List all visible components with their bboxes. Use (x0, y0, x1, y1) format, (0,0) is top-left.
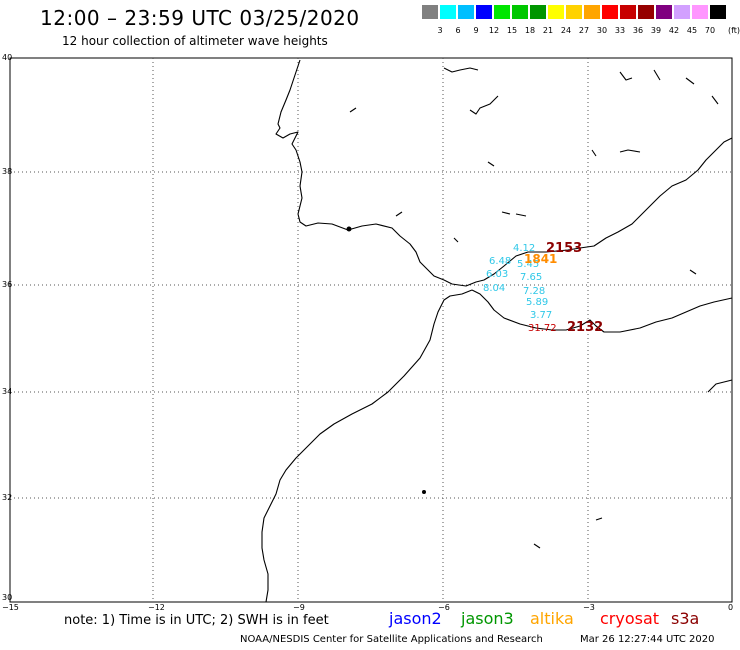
legend-mission-jason3: jason3 (461, 609, 514, 628)
legend-mission-altika: altika (530, 609, 574, 628)
coastline-fragment (349, 107, 357, 113)
swh-observation: 5.89 (526, 297, 548, 308)
swh-observation: 6.03 (486, 269, 508, 280)
coastline-fragment (469, 95, 499, 115)
scale-swatch (620, 5, 636, 19)
scale-label: 42 (668, 26, 680, 35)
swh-observation: 7.28 (523, 286, 545, 297)
coastline-iberia (275, 59, 733, 287)
lon-label: −15 (2, 603, 19, 612)
generation-timestamp: Mar 26 12:27:44 UTC 2020 (580, 634, 715, 645)
footer-note: note: 1) Time is in UTC; 2) SWH is in fe… (64, 613, 329, 628)
swh-observation: 4.12 (513, 243, 535, 254)
pass-time-label: 2153 (546, 241, 582, 256)
credit-line: NOAA/NESDIS Center for Satellite Applica… (240, 634, 543, 645)
city-dot (346, 226, 352, 232)
coastline-fragment (487, 161, 495, 167)
coastline-fragment (619, 149, 641, 153)
scale-swatch (476, 5, 492, 19)
graticule (10, 58, 732, 602)
lon-label: −3 (583, 603, 595, 612)
scale-label: 15 (506, 26, 518, 35)
scale-label: 9 (473, 26, 479, 35)
legend-mission-cryosat: cryosat (600, 609, 660, 628)
lat-label: 32 (2, 493, 12, 502)
coastline-fragment (653, 69, 661, 81)
lat-label: 30 (2, 593, 12, 602)
scale-swatch (674, 5, 690, 19)
coastline-fragment (595, 517, 603, 521)
lat-label: 38 (2, 167, 12, 176)
scale-swatch (458, 5, 474, 19)
lon-label: 0 (728, 603, 733, 612)
swh-observation: 8.04 (483, 283, 505, 294)
scale-swatch (656, 5, 672, 19)
scale-swatch (566, 5, 582, 19)
scale-label: 70 (704, 26, 716, 35)
coastline-fragment (501, 211, 511, 215)
scale-swatch (602, 5, 618, 19)
scale-label: 33 (614, 26, 626, 35)
swh-observation: 5.45 (517, 259, 539, 270)
swh-observation: 3.77 (530, 310, 552, 321)
pass-time-label: 2132 (567, 320, 603, 335)
scale-swatch (638, 5, 654, 19)
swh-observation: 6.48 (489, 256, 511, 267)
scale-swatch (584, 5, 600, 19)
scale-swatch (548, 5, 564, 19)
scale-swatch (512, 5, 528, 19)
coastline-fragment (533, 543, 541, 549)
scale-unit: (ft) (728, 26, 740, 35)
swh-observation: 31.72 (528, 323, 557, 334)
scale-swatch (440, 5, 456, 19)
coastline-fragment (453, 237, 459, 243)
legend-mission-s3a: s3a (671, 609, 700, 628)
coastline-fragment (689, 269, 697, 275)
coastline-fragment (395, 211, 403, 217)
coastline-fragment (685, 77, 695, 85)
scale-swatch (710, 5, 726, 19)
scale-label: 45 (686, 26, 698, 35)
scale-label: 6 (455, 26, 461, 35)
map-frame (9, 57, 733, 603)
coastline-morocco-atlantic (261, 289, 473, 603)
coastline-fragment (619, 71, 633, 81)
scale-label: 3 (437, 26, 443, 35)
scale-label: 18 (524, 26, 536, 35)
scale-label: 39 (650, 26, 662, 35)
coastline (261, 59, 733, 603)
coastline-fragment (515, 213, 527, 217)
scale-label: 12 (488, 26, 500, 35)
lon-label: −6 (438, 603, 450, 612)
scale-swatch (494, 5, 510, 19)
scale-label: 30 (596, 26, 608, 35)
scale-swatch (422, 5, 438, 19)
coastline-fragment (443, 67, 479, 73)
swh-observation: 7.65 (520, 272, 542, 283)
coastline-fragment (591, 149, 597, 157)
pass-time-label: 1841 (524, 252, 557, 266)
lat-label: 36 (2, 280, 12, 289)
island-dot (422, 490, 426, 494)
lat-label: 40 (2, 53, 12, 62)
scale-label: 36 (632, 26, 644, 35)
scale-label: 24 (560, 26, 572, 35)
coastline-morocco-mediterranean (471, 289, 733, 333)
coastline-algeria (707, 379, 733, 393)
lat-label: 34 (2, 387, 12, 396)
map-title: 12:00 – 23:59 UTC 03/25/2020 (40, 6, 360, 30)
scale-swatch (692, 5, 708, 19)
lon-label: −9 (293, 603, 305, 612)
scale-label: 27 (578, 26, 590, 35)
scale-label: 21 (542, 26, 554, 35)
scale-swatch (530, 5, 546, 19)
legend-mission-jason2: jason2 (389, 609, 442, 628)
coastline-fragment (711, 95, 719, 105)
lon-label: −12 (148, 603, 165, 612)
map-subtitle: 12 hour collection of altimeter wave hei… (62, 34, 328, 48)
